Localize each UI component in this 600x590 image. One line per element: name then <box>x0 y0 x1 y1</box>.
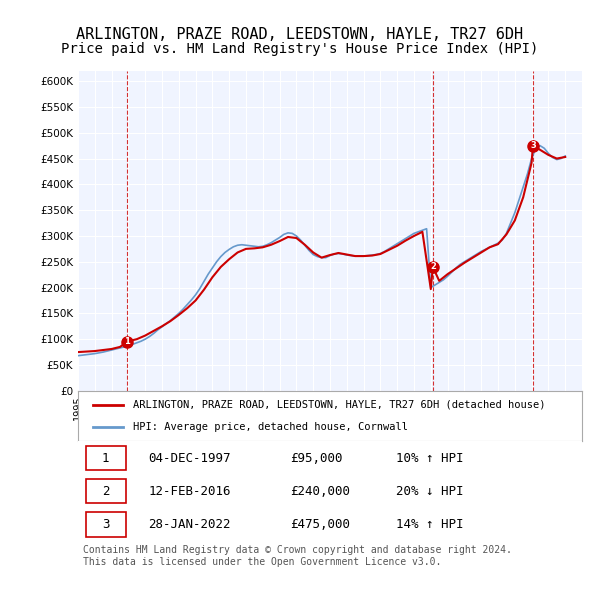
Text: £475,000: £475,000 <box>290 518 350 531</box>
FancyBboxPatch shape <box>86 479 126 503</box>
Text: 04-DEC-1997: 04-DEC-1997 <box>149 452 231 465</box>
FancyBboxPatch shape <box>86 446 126 470</box>
Text: 3: 3 <box>530 141 536 150</box>
Text: ARLINGTON, PRAZE ROAD, LEEDSTOWN, HAYLE, TR27 6DH (detached house): ARLINGTON, PRAZE ROAD, LEEDSTOWN, HAYLE,… <box>133 400 546 410</box>
Text: 12-FEB-2016: 12-FEB-2016 <box>149 485 231 498</box>
FancyBboxPatch shape <box>86 513 126 536</box>
Text: 2: 2 <box>102 485 109 498</box>
Text: £240,000: £240,000 <box>290 485 350 498</box>
Text: ARLINGTON, PRAZE ROAD, LEEDSTOWN, HAYLE, TR27 6DH: ARLINGTON, PRAZE ROAD, LEEDSTOWN, HAYLE,… <box>76 27 524 41</box>
Text: Contains HM Land Registry data © Crown copyright and database right 2024.
This d: Contains HM Land Registry data © Crown c… <box>83 545 512 567</box>
Text: £95,000: £95,000 <box>290 452 342 465</box>
Text: 2: 2 <box>430 263 436 271</box>
Text: 28-JAN-2022: 28-JAN-2022 <box>149 518 231 531</box>
Text: 1: 1 <box>124 337 130 346</box>
Text: 20% ↓ HPI: 20% ↓ HPI <box>395 485 463 498</box>
Text: Price paid vs. HM Land Registry's House Price Index (HPI): Price paid vs. HM Land Registry's House … <box>61 42 539 57</box>
Text: 3: 3 <box>102 518 109 531</box>
Text: HPI: Average price, detached house, Cornwall: HPI: Average price, detached house, Corn… <box>133 422 409 432</box>
Text: 14% ↑ HPI: 14% ↑ HPI <box>395 518 463 531</box>
Text: 10% ↑ HPI: 10% ↑ HPI <box>395 452 463 465</box>
Text: 1: 1 <box>102 452 109 465</box>
